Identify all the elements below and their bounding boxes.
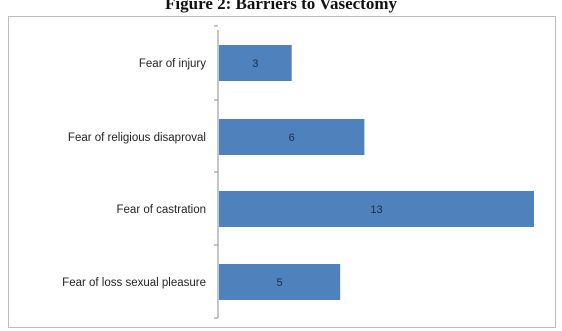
- category-label: Fear of injury: [139, 58, 206, 70]
- data-label: 3: [252, 58, 258, 70]
- category-label: Fear of castration: [117, 204, 206, 216]
- bar-3: [219, 191, 534, 227]
- category-label: Fear of loss sexual pleasure: [62, 277, 206, 289]
- data-label: 13: [370, 204, 382, 216]
- bar-2: [219, 119, 365, 155]
- chart-title: Figure 2: Barriers to Vasectomy: [165, 0, 397, 13]
- chart-frame: [8, 16, 556, 328]
- data-label: 6: [289, 132, 295, 144]
- bar-1: [219, 45, 292, 81]
- bar-4: [219, 264, 341, 300]
- category-label: Fear of religious disaproval: [68, 132, 206, 144]
- data-label: 5: [277, 277, 283, 289]
